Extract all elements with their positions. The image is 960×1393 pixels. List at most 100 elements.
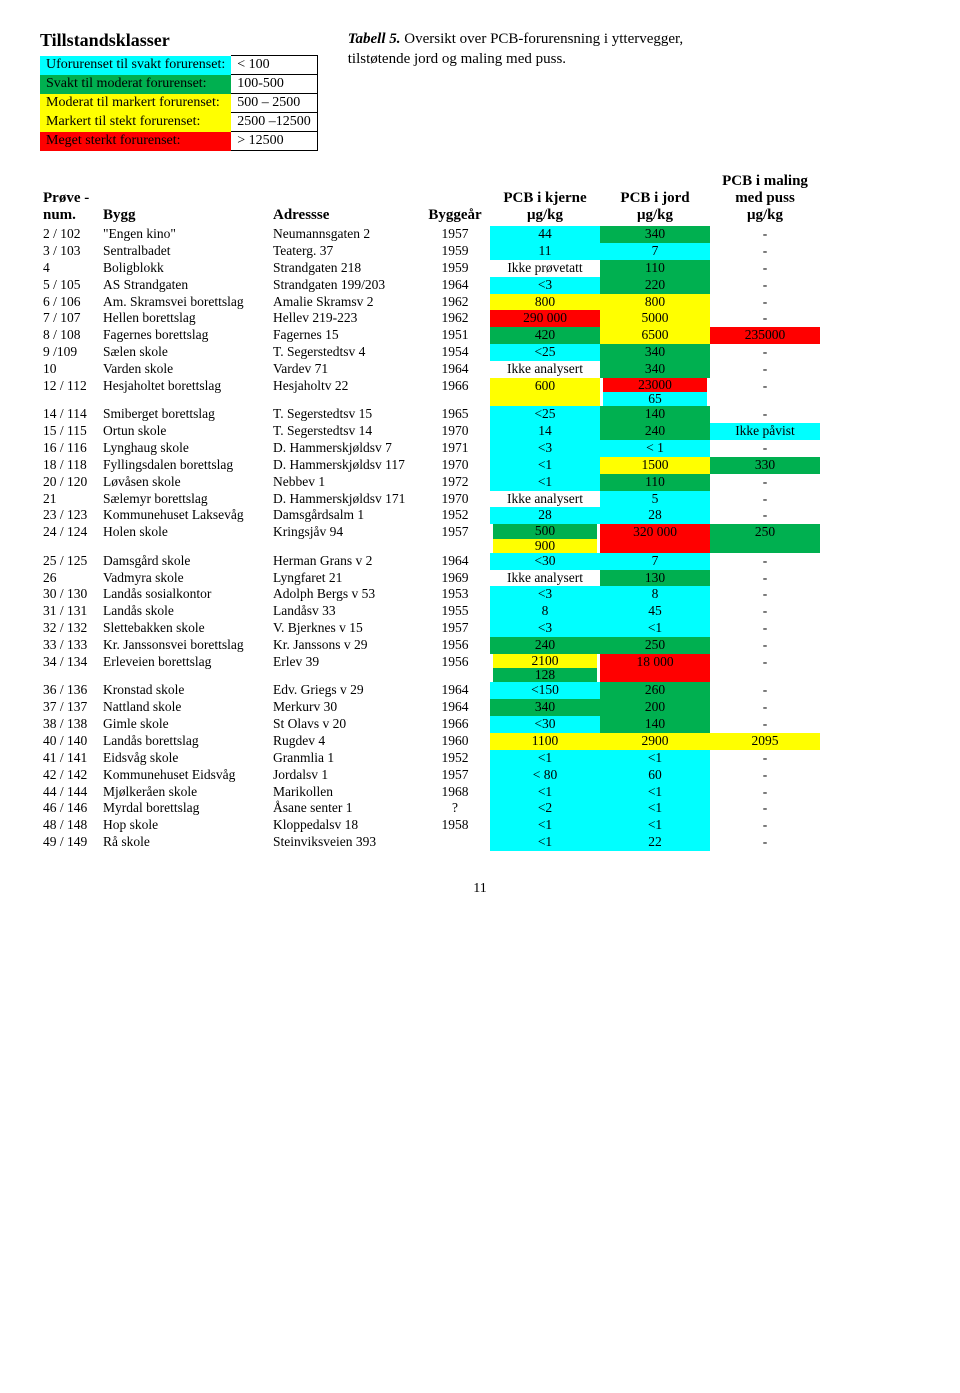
- cell-kjerne: <3: [490, 440, 600, 457]
- cell-kjerne: <2: [490, 800, 600, 817]
- cell-maling: -: [710, 260, 820, 277]
- cell-id: 12 / 112: [40, 378, 100, 406]
- cell-jord: 250: [600, 637, 710, 654]
- cell-id: 3 / 103: [40, 243, 100, 260]
- cell-id: 7 / 107: [40, 310, 100, 327]
- cell-kjerne: 800: [490, 294, 600, 311]
- cell-adr: Hesjaholtv 22: [270, 378, 420, 406]
- cell-kjerne: <1: [490, 457, 600, 474]
- cell-adr: Marikollen: [270, 784, 420, 801]
- table-header: Prøve -num. Bygg Adressse Byggeår PCB i …: [40, 171, 920, 226]
- cell-adr: Kloppedalsv 18: [270, 817, 420, 834]
- cell-id: 5 / 105: [40, 277, 100, 294]
- cell-yr: 1964: [420, 361, 490, 378]
- cell-yr: 1955: [420, 603, 490, 620]
- cell-maling: -: [710, 277, 820, 294]
- cell-yr: 1957: [420, 620, 490, 637]
- cell-maling: -: [710, 570, 820, 587]
- table-row: 42 / 142Kommunehuset EidsvågJordalsv 119…: [40, 767, 920, 784]
- cell-id: 40 / 140: [40, 733, 100, 750]
- cell-bygg: Vadmyra skole: [100, 570, 270, 587]
- cell-kjerne: 8: [490, 603, 600, 620]
- cell-id: 20 / 120: [40, 474, 100, 491]
- cell-kjerne: <25: [490, 406, 600, 423]
- table-row: 48 / 148Hop skoleKloppedalsv 181958<1<1-: [40, 817, 920, 834]
- legend-range: 100-500: [231, 75, 317, 94]
- cell-maling: -: [710, 767, 820, 784]
- cell-kjerne: <25: [490, 344, 600, 361]
- table-row: 20 / 120Løvåsen skoleNebbev 11972<1110-: [40, 474, 920, 491]
- cell-yr: 1959: [420, 243, 490, 260]
- cell-adr: Erlev 39: [270, 654, 420, 682]
- cell-maling: -: [710, 699, 820, 716]
- cell-jord: 2300065: [600, 378, 710, 406]
- cell-maling: -: [710, 620, 820, 637]
- cell-jord: 800: [600, 294, 710, 311]
- cell-bygg: Sælemyr borettslag: [100, 491, 270, 508]
- cell-kjerne: 14: [490, 423, 600, 440]
- cell-maling: -: [710, 243, 820, 260]
- cell-bygg: Damsgård skole: [100, 553, 270, 570]
- caption: Tabell 5. Oversikt over PCB-forurensning…: [348, 30, 728, 151]
- cell-maling: -: [710, 784, 820, 801]
- cell-yr: 1956: [420, 654, 490, 682]
- legend-range: < 100: [231, 56, 317, 75]
- cell-jord: < 1: [600, 440, 710, 457]
- cell-bygg: Varden skole: [100, 361, 270, 378]
- cell-bygg: Gimle skole: [100, 716, 270, 733]
- cell-id: 10: [40, 361, 100, 378]
- cell-yr: 1962: [420, 310, 490, 327]
- cell-adr: Fagernes 15: [270, 327, 420, 344]
- hdr-bygg: Bygg: [100, 205, 270, 226]
- table-row: 10Varden skoleVardev 711964Ikke analyser…: [40, 361, 920, 378]
- legend-label: Moderat til markert forurenset:: [40, 94, 231, 113]
- legend-label: Uforurenset til svakt forurenset:: [40, 56, 231, 75]
- cell-bygg: Slettebakken skole: [100, 620, 270, 637]
- cell-kjerne: <1: [490, 834, 600, 851]
- cell-jord: 340: [600, 226, 710, 243]
- caption-title: Tabell 5.: [348, 31, 401, 47]
- cell-id: 15 / 115: [40, 423, 100, 440]
- cell-bygg: Holen skole: [100, 524, 270, 552]
- cell-bygg: Kommunehuset Eidsvåg: [100, 767, 270, 784]
- cell-kjerne: Ikke analysert: [490, 361, 600, 378]
- cell-yr: 1960: [420, 733, 490, 750]
- cell-id: 41 / 141: [40, 750, 100, 767]
- table-row: 8 / 108Fagernes borettslagFagernes 15195…: [40, 327, 920, 344]
- cell-maling: -: [710, 361, 820, 378]
- cell-maling: -: [710, 507, 820, 524]
- legend-title: Tillstandsklasser: [40, 30, 318, 55]
- cell-kjerne: 240: [490, 637, 600, 654]
- table-row: 30 / 130Landås sosialkontorAdolph Bergs …: [40, 586, 920, 603]
- cell-maling: -: [710, 226, 820, 243]
- cell-yr: 1964: [420, 553, 490, 570]
- cell-adr: Rugdev 4: [270, 733, 420, 750]
- cell-adr: Steinviksveien 393: [270, 834, 420, 851]
- table-row: 44 / 144Mjølkeråen skoleMarikollen1968<1…: [40, 784, 920, 801]
- cell-kjerne: 500900: [490, 524, 600, 552]
- cell-jord: 60: [600, 767, 710, 784]
- cell-kjerne: <30: [490, 716, 600, 733]
- cell-id: 6 / 106: [40, 294, 100, 311]
- cell-id: 49 / 149: [40, 834, 100, 851]
- cell-id: 38 / 138: [40, 716, 100, 733]
- cell-maling: -: [710, 440, 820, 457]
- table-row: 6 / 106Am. Skramsvei borettslagAmalie Sk…: [40, 294, 920, 311]
- table-row: 46 / 146Myrdal borettslagÅsane senter 1?…: [40, 800, 920, 817]
- cell-bygg: Myrdal borettslag: [100, 800, 270, 817]
- table-row: 31 / 131Landås skoleLandåsv 331955845-: [40, 603, 920, 620]
- cell-id: 2 / 102: [40, 226, 100, 243]
- cell-yr: 1957: [420, 524, 490, 552]
- cell-jord: 240: [600, 423, 710, 440]
- cell-yr: 1956: [420, 637, 490, 654]
- legend-range: 500 – 2500: [231, 94, 317, 113]
- cell-bygg: "Engen kino": [100, 226, 270, 243]
- cell-id: 23 / 123: [40, 507, 100, 524]
- cell-id: 24 / 124: [40, 524, 100, 552]
- table-row: 21Sælemyr borettslagD. Hammerskjøldsv 17…: [40, 491, 920, 508]
- hdr-adr: Adressse: [270, 205, 420, 226]
- legend-label: Svakt til moderat forurenset:: [40, 75, 231, 94]
- cell-kjerne: 1100: [490, 733, 600, 750]
- cell-jord: 6500: [600, 327, 710, 344]
- cell-bygg: Hellen borettslag: [100, 310, 270, 327]
